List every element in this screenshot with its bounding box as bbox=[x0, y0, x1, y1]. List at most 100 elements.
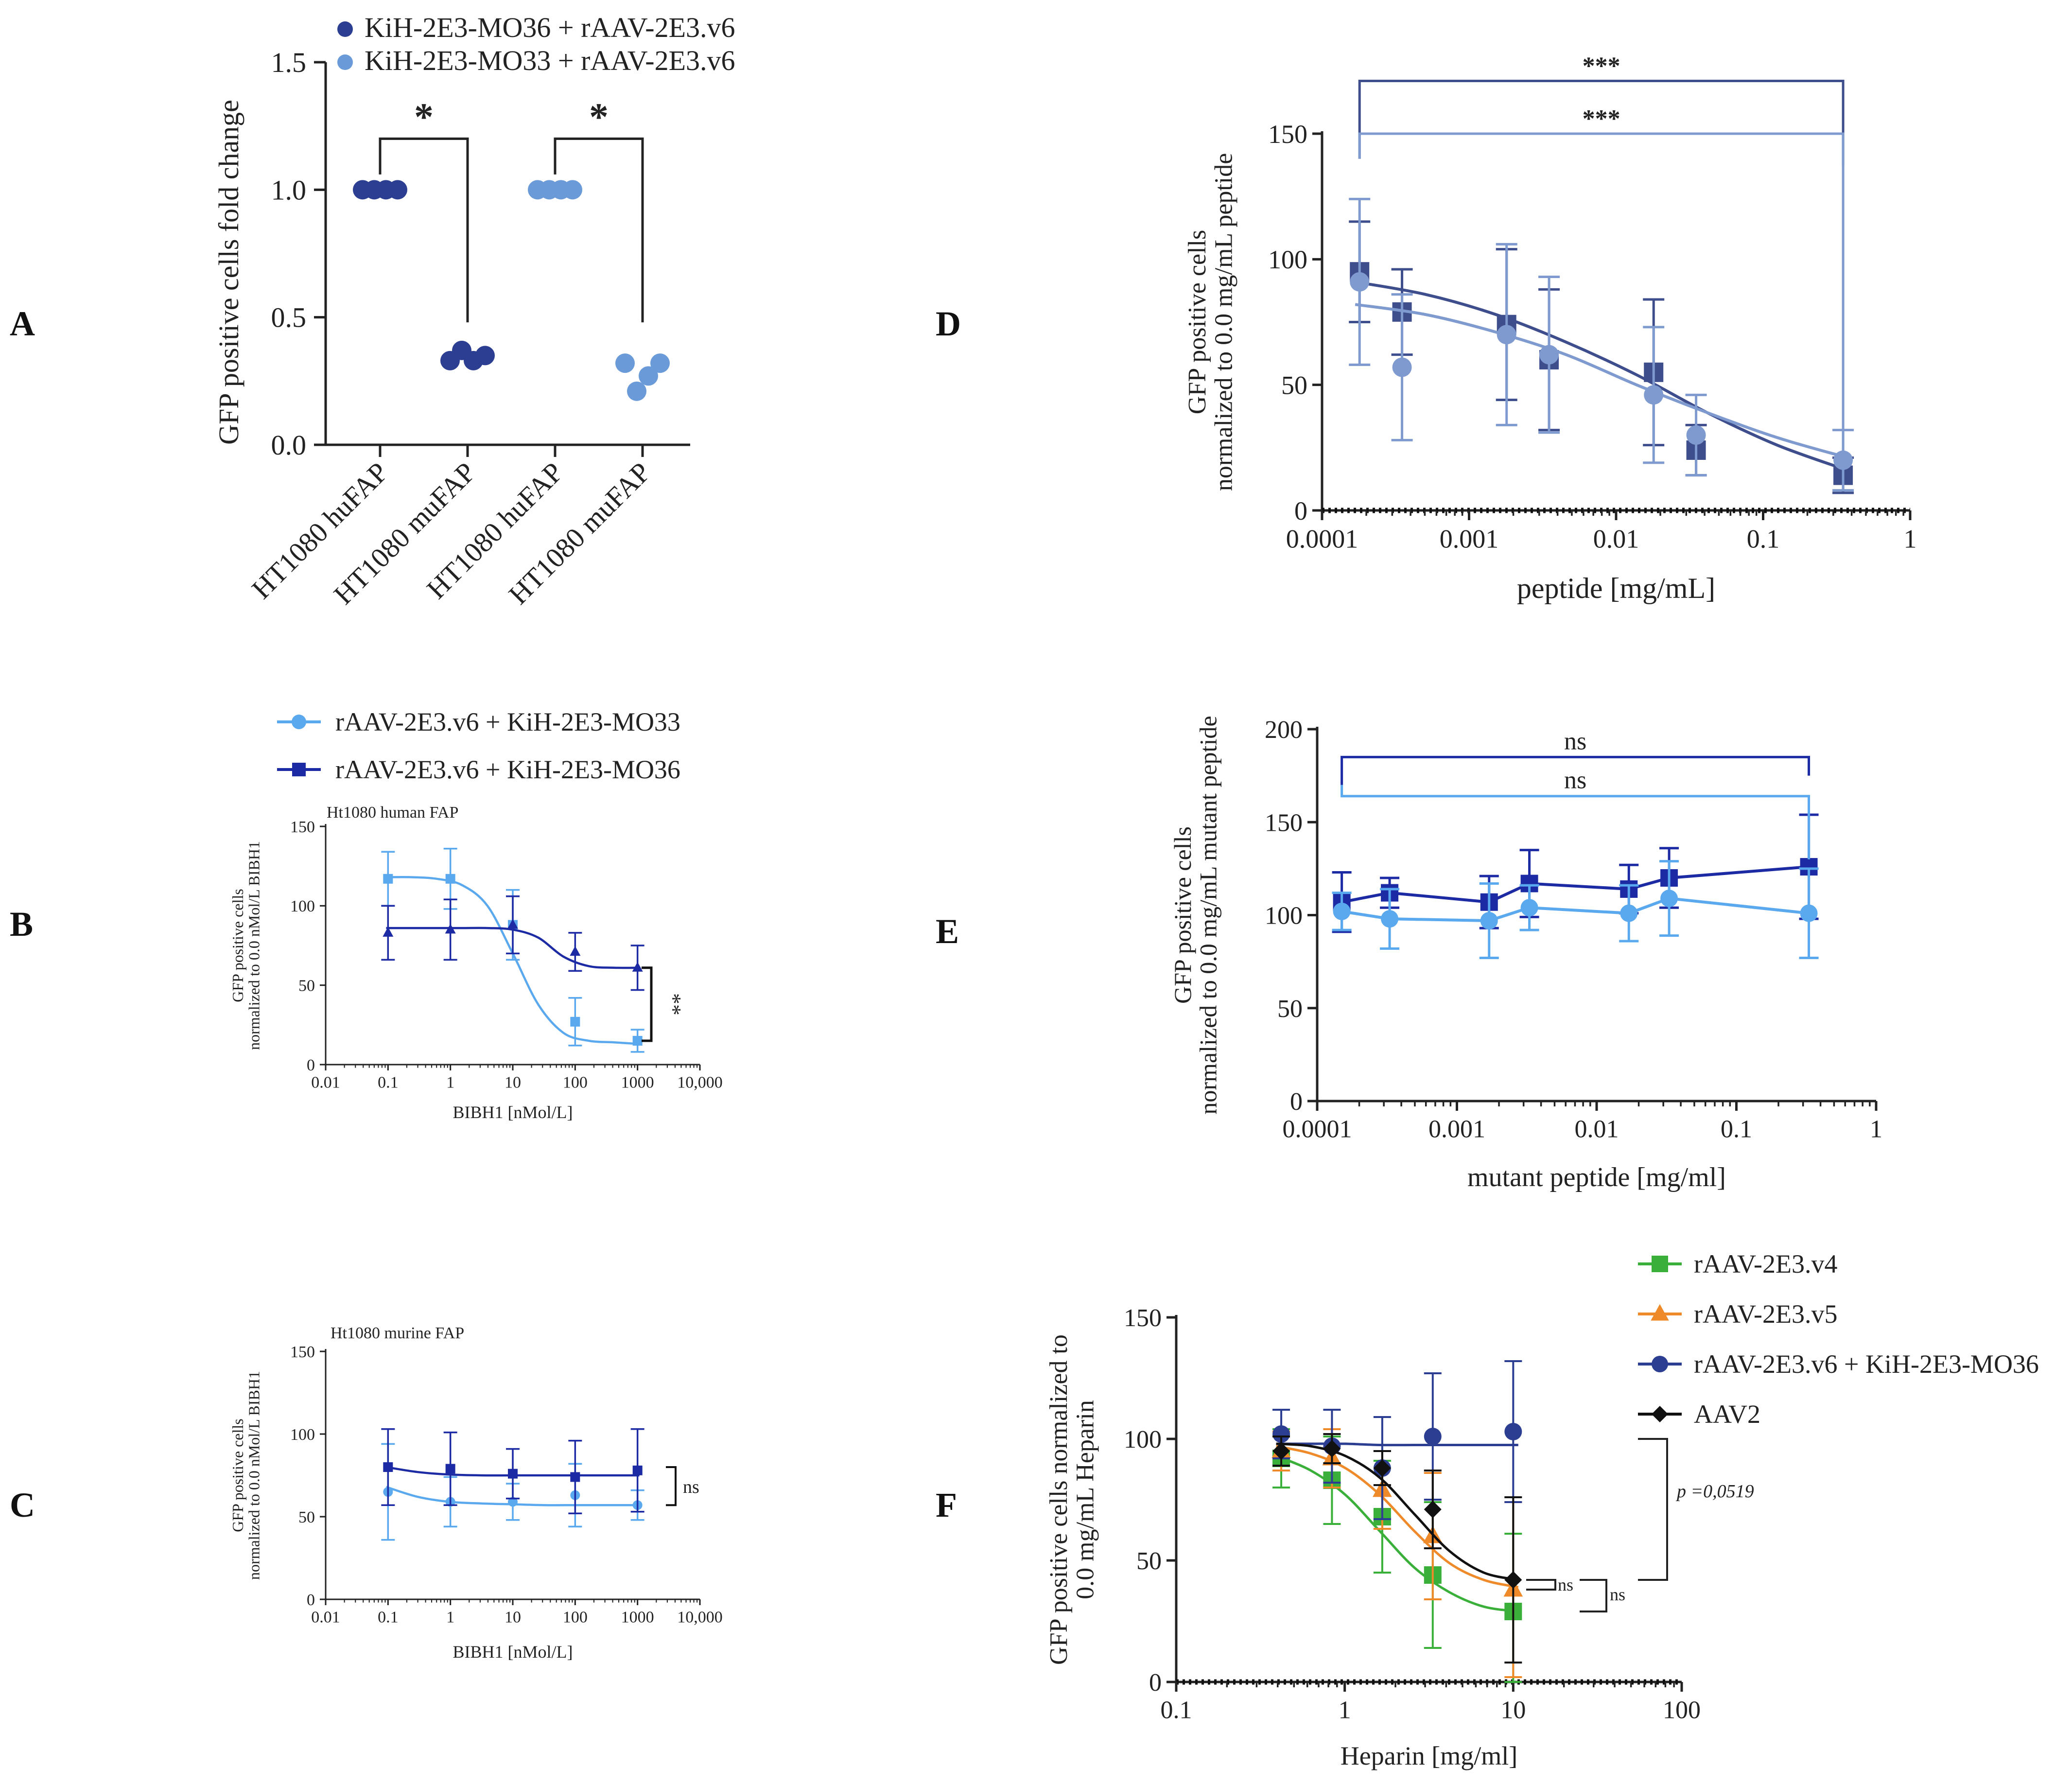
chart-b-xtick-label-3: 10 bbox=[505, 1074, 521, 1092]
chart-b-series-1 bbox=[381, 895, 644, 991]
chart-a-legend-label-0: KiH-2E3-MO36 + rAAV-2E3.v6 bbox=[365, 12, 735, 43]
chart-d-ytick-label-3: 150 bbox=[1268, 120, 1307, 149]
chart-c-series-1-point-1 bbox=[445, 1464, 455, 1474]
chart-a-point-3-1 bbox=[627, 381, 646, 401]
chart-b-legend: rAAV-2E3.v6 + KiH-2E3-MO33 rAAV-2E3.v6 +… bbox=[277, 707, 680, 784]
chart-b-title: Ht1080 human FAP bbox=[327, 804, 458, 822]
chart-e-series-1-point-6 bbox=[1800, 904, 1818, 922]
chart-e-significance-0: ns bbox=[1564, 727, 1586, 755]
chart-b-xtick-label-6: 10,000 bbox=[677, 1074, 723, 1092]
chart-f-bracket-ns-0 bbox=[1526, 1579, 1556, 1591]
chart-b: rAAV-2E3.v6 + KiH-2E3-MO33 rAAV-2E3.v6 +… bbox=[229, 707, 723, 1122]
chart-b-xtick-label-0: 0.01 bbox=[311, 1074, 340, 1092]
chart-e-xtick-label-3: 0.1 bbox=[1721, 1116, 1752, 1143]
chart-f: GFP positive cells normalized to0.0 mg/m… bbox=[1045, 1249, 2039, 1770]
chart-f-legend-label-0: rAAV-2E3.v4 bbox=[1694, 1249, 1838, 1278]
chart-d-bracket-1 bbox=[1358, 132, 1845, 460]
chart-b-ylabel-line-1: normalized to 0.0 nMol/L BIBH1 bbox=[245, 841, 263, 1050]
chart-b-ytick-label-1: 50 bbox=[298, 977, 315, 995]
chart-f-xlabel: Heparin [mg/ml] bbox=[1341, 1741, 1517, 1770]
chart-f-legend-marker-3 bbox=[1652, 1406, 1668, 1422]
chart-e-xlabel: mutant peptide [mg/ml] bbox=[1467, 1162, 1726, 1192]
chart-f-ylabel-line-0: GFP positive cells normalized to bbox=[1045, 1334, 1073, 1665]
chart-d-xlabel: peptide [mg/mL] bbox=[1517, 572, 1715, 604]
chart-d-series-1-point-0 bbox=[1350, 272, 1370, 292]
chart-c-series-1-point-4 bbox=[632, 1465, 643, 1475]
chart-b-series-0-point-0 bbox=[383, 874, 393, 884]
chart-e-xtick-label-0: 0.0001 bbox=[1283, 1116, 1352, 1143]
chart-e-ylabel-line-0: GFP positive cells bbox=[1169, 826, 1196, 1004]
panel-letter-e: E bbox=[936, 912, 959, 951]
chart-a-point-3-0 bbox=[615, 353, 635, 373]
chart-b-xtick-label-1: 0.1 bbox=[378, 1074, 399, 1092]
chart-c-bracket bbox=[666, 1466, 677, 1506]
chart-e-ytick-label-0: 0 bbox=[1290, 1088, 1303, 1116]
chart-b-series-0-point-4 bbox=[632, 1036, 643, 1046]
chart-f-series-3-point-3 bbox=[1424, 1501, 1442, 1518]
chart-c-ytick-label-0: 0 bbox=[307, 1591, 315, 1609]
chart-f-bracket-ns-1 bbox=[1580, 1579, 1607, 1612]
chart-f-legend-label-2: rAAV-2E3.v6 + KiH-2E3-MO36 bbox=[1694, 1349, 2039, 1379]
chart-a-ytick-label-0: 0.0 bbox=[271, 429, 307, 461]
chart-f-ytick-label-3: 150 bbox=[1124, 1304, 1162, 1332]
chart-a-legend-swatch-1 bbox=[337, 54, 353, 70]
chart-b-series-1-point-1 bbox=[445, 924, 456, 934]
chart-e-ytick-label-3: 150 bbox=[1265, 809, 1303, 837]
chart-e-series-1-point-5 bbox=[1660, 890, 1678, 908]
chart-e-series-0 bbox=[1332, 813, 1819, 933]
chart-c-series-1-point-2 bbox=[508, 1469, 518, 1479]
chart-e-series-1-point-0 bbox=[1333, 902, 1351, 920]
chart-a-significance-1: * bbox=[589, 96, 609, 139]
chart-d-series-0 bbox=[1349, 220, 1854, 494]
chart-a-legend: KiH-2E3-MO36 + rAAV-2E3.v6 KiH-2E3-MO33 … bbox=[337, 12, 735, 76]
chart-f-xtick-label-3: 100 bbox=[1663, 1697, 1701, 1724]
chart-b-xlabel: BIBH1 [nMol/L] bbox=[453, 1103, 573, 1122]
chart-f-series-3 bbox=[1272, 1433, 1522, 1663]
chart-a-bracket-1 bbox=[554, 137, 644, 323]
chart-e-series-0-line bbox=[1341, 865, 1809, 904]
chart-a-legend-label-1: KiH-2E3-MO33 + rAAV-2E3.v6 bbox=[365, 45, 735, 76]
chart-d-ytick-label-1: 50 bbox=[1281, 371, 1307, 400]
chart-b-xtick-label-4: 100 bbox=[563, 1074, 588, 1092]
chart-f-series-1-fit-line bbox=[1276, 1445, 1519, 1589]
chart-f-legend-marker-0 bbox=[1652, 1256, 1668, 1272]
chart-f-xtick-label-2: 10 bbox=[1500, 1697, 1526, 1724]
chart-f-series-3-point-4 bbox=[1504, 1571, 1522, 1589]
chart-d-xtick-label-2: 0.01 bbox=[1593, 525, 1639, 554]
chart-d-series-0-fit-line bbox=[1355, 280, 1848, 472]
chart-c-xtick-label-1: 0.1 bbox=[378, 1609, 399, 1627]
chart-d-xtick-label-3: 0.1 bbox=[1747, 525, 1780, 554]
chart-f-series-2-point-3 bbox=[1424, 1428, 1442, 1445]
chart-f-series-3-point-2 bbox=[1373, 1459, 1391, 1477]
chart-b-ylabel-line-0: GFP positive cells bbox=[229, 889, 246, 1002]
chart-f-ylabel-line-1: 0.0 mg/mL Heparin bbox=[1072, 1400, 1099, 1599]
chart-e-xtick-label-1: 0.001 bbox=[1428, 1116, 1485, 1143]
chart-e-ytick-label-4: 200 bbox=[1265, 716, 1303, 744]
chart-a-ytick-label-3: 1.5 bbox=[271, 47, 307, 78]
chart-b-series-0-point-1 bbox=[445, 874, 455, 884]
panel-letter-b: B bbox=[10, 905, 34, 944]
chart-d-ylabel-line-1: normalized to 0.0 mg/mL peptide bbox=[1210, 153, 1238, 491]
chart-a-ytick-label-1: 0.5 bbox=[271, 302, 307, 333]
chart-c-series-0-point-2 bbox=[508, 1497, 518, 1507]
chart-b-ytick-label-2: 100 bbox=[290, 897, 315, 915]
chart-d-xtick-label-0: 0.0001 bbox=[1286, 525, 1358, 554]
chart-c-series-1-point-0 bbox=[383, 1462, 393, 1472]
chart-d-series-1-point-2 bbox=[1497, 325, 1516, 345]
chart-f-legend-label-1: rAAV-2E3.v5 bbox=[1694, 1299, 1838, 1329]
chart-c-xtick-label-0: 0.01 bbox=[311, 1609, 340, 1627]
chart-f-legend-label-3: AAV2 bbox=[1694, 1400, 1760, 1429]
chart-a-significance-0: * bbox=[414, 96, 434, 139]
chart-c-series-1-point-3 bbox=[570, 1472, 580, 1482]
panel-letter-d: D bbox=[936, 304, 961, 343]
chart-d-xtick-label-1: 0.001 bbox=[1440, 525, 1499, 554]
chart-d-significance-0: *** bbox=[1583, 53, 1620, 80]
chart-f-legend-marker-2 bbox=[1652, 1356, 1668, 1372]
chart-c-xtick-label-6: 10,000 bbox=[677, 1609, 723, 1627]
chart-a: KiH-2E3-MO36 + rAAV-2E3.v6 KiH-2E3-MO33 … bbox=[213, 12, 735, 611]
chart-f-series-0 bbox=[1272, 1428, 1522, 1683]
chart-b-bracket bbox=[642, 966, 653, 1042]
chart-f-series-3-point-1 bbox=[1323, 1440, 1341, 1457]
chart-d-ytick-label-2: 100 bbox=[1268, 245, 1307, 274]
